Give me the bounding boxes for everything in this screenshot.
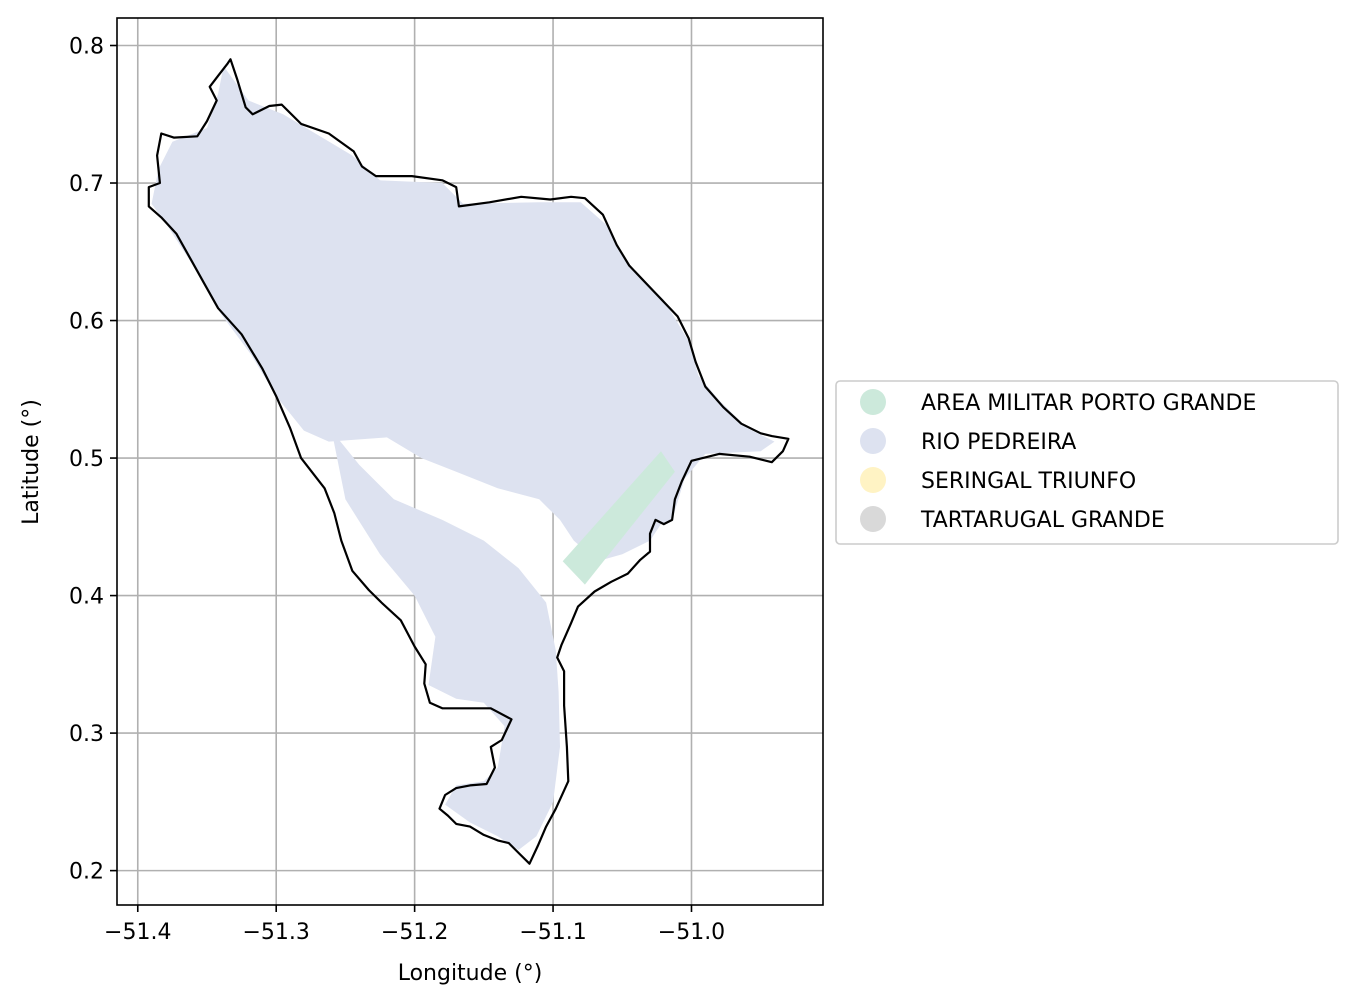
- legend-marker-seringal-triunfo: [860, 467, 886, 493]
- region-area-militar-porto-grande: [562, 451, 675, 585]
- region-rio-pedreira: [151, 66, 775, 562]
- y-tick-label: 0.3: [69, 722, 104, 747]
- region-rio-pedreira: [331, 430, 560, 850]
- x-tick-label: −51.3: [242, 920, 309, 945]
- y-tick-label: 0.5: [69, 447, 104, 472]
- y-tick-label: 0.8: [69, 35, 104, 60]
- legend-marker-rio-pedreira: [860, 428, 886, 454]
- x-axis-label: Longitude (°): [398, 961, 543, 986]
- legend: AREA MILITAR PORTO GRANDE RIO PEDREIRA SER…: [835, 380, 1339, 545]
- y-tick-label: 0.7: [69, 172, 104, 197]
- legend-marker-tartarugal-grande: [860, 506, 886, 532]
- x-tick-label: −51.4: [104, 920, 171, 945]
- legend-items: AREA MILITAR PORTO GRANDE RIO PEDREIRA SER…: [860, 389, 1256, 533]
- legend-label-area-militar-porto-grande: AREA MILITAR PORTO GRANDE: [921, 391, 1256, 416]
- legend-label-rio-pedreira: RIO PEDREIRA: [921, 430, 1076, 455]
- x-tick-label: −51.0: [658, 920, 725, 945]
- legend-marker-area-militar-porto-grande: [860, 389, 886, 415]
- plot-frame: [116, 17, 824, 906]
- y-tick-label: 0.2: [69, 860, 104, 885]
- map-boundary: [147, 58, 790, 865]
- municipality-boundary: [147, 58, 790, 865]
- map-regions: [151, 66, 775, 850]
- y-tick-label: 0.4: [69, 585, 104, 610]
- legend-label-seringal-triunfo: SERINGAL TRIUNFO: [921, 469, 1136, 494]
- y-tick-label: 0.6: [69, 310, 104, 335]
- y-axis-label: Latitude (°): [19, 399, 44, 525]
- x-tick-label: −51.2: [381, 920, 448, 945]
- legend-label-tartarugal-grande: TARTARUGAL GRANDE: [920, 508, 1165, 533]
- x-tick-label: −51.1: [519, 920, 586, 945]
- axis-ticks: −51.4 −51.3 −51.2 −51.1 −51.0 0.2 0.3 0.4 0.5 0.6…: [69, 35, 725, 945]
- legend-box: [835, 380, 1339, 545]
